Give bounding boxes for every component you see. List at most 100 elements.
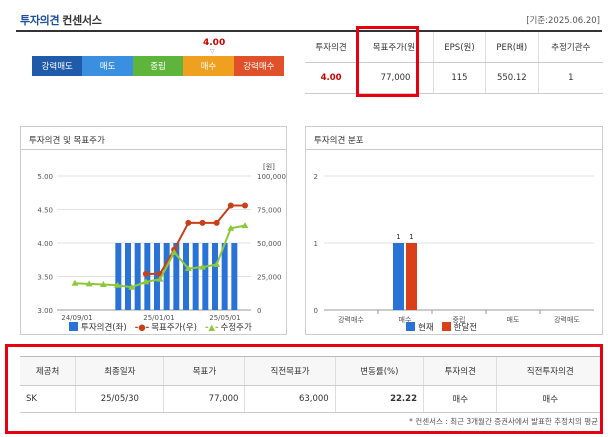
panel-divider [306, 149, 602, 150]
col-target-price: 목표주가(원) [357, 32, 434, 63]
y-tick: 1 [314, 240, 318, 248]
y-tick: 2 [314, 173, 318, 181]
x-tick: 강력매도 [554, 315, 580, 324]
panel-title: 투자의견 및 목표주가 [29, 136, 105, 146]
opinion-bar [163, 243, 170, 310]
cell-opinion: 매수 [422, 385, 497, 413]
opinion-bar [144, 243, 151, 310]
val-eps: 115 [433, 62, 486, 94]
opinion-bar [134, 243, 141, 310]
distribution-bar [406, 243, 417, 310]
y-right-tick: 75,000 [257, 207, 282, 215]
header-divider [16, 30, 602, 32]
legend-adjusted: -▲- 수정주가 [204, 323, 252, 333]
adjusted-price-point [128, 283, 136, 290]
x-tick: 강력매수 [338, 315, 364, 324]
adjusted-price-point [156, 275, 164, 282]
opinion-bar [125, 243, 131, 310]
cell-last-date: 25/05/30 [75, 385, 164, 413]
chart1-legend: 투자의견(좌) -●- 목표주가(우) -▲- 수정주가 [69, 321, 252, 333]
consensus-score: 4.00 [203, 38, 226, 48]
opinion-scale: 강력매도 매도 중립 매수 강력매수 [32, 56, 285, 76]
target-price-point [242, 202, 248, 209]
col-opinion: 투자의견 [422, 356, 497, 386]
title-main: 투자의견 [20, 14, 60, 27]
adjusted-price-point [199, 263, 206, 270]
x-tick: 25/05/01 [209, 314, 240, 322]
scale-sell: 매도 [82, 56, 133, 76]
opinion-bar [183, 243, 189, 310]
scale-buy: 매수 [183, 56, 234, 76]
x-tick: 매수 [399, 316, 412, 324]
legend-label: 한달전 [453, 323, 478, 333]
adjusted-price-point [71, 279, 79, 286]
col-institutions: 추정기관수 [537, 32, 603, 63]
summary-table: 투자의견 목표주가(원) EPS(원) PER(배) 추정기관수 4.00 77… [305, 32, 603, 94]
target-price-point [142, 270, 149, 277]
footnote: * 컨센서스 : 최근 3개월간 증권사에서 발표한 추정치의 평균 [409, 417, 598, 426]
scale-neutral: 중립 [132, 56, 184, 76]
y-right-tick: 25,000 [257, 274, 282, 282]
opinion-bar [173, 243, 180, 310]
summary-header-row: 투자의견 목표주가(원) EPS(원) PER(배) 추정기관수 [305, 32, 603, 63]
legend-label: 투자의견(좌) [81, 323, 127, 333]
opinion-bar [115, 243, 122, 310]
summary-value-row: 4.00 77,000 115 550.12 1 [305, 62, 603, 94]
x-tick: 중립 [453, 316, 466, 324]
legend-current: 현재 [406, 321, 434, 333]
chart1-unit-label: [원] [263, 162, 275, 171]
adjusted-price-point [170, 248, 178, 255]
bar-data-label: 1 [409, 233, 413, 241]
target-price-point [185, 219, 192, 226]
bar-data-label: 1 [396, 233, 400, 241]
score-arrow-icon: ▽ [210, 48, 215, 55]
opinion-distribution-panel: 투자의견 분포 2 1 0 강력매수 매수 1 1 중립 매도 강력매도 현재 한달전 [305, 126, 603, 335]
opinion-bar [221, 243, 228, 310]
y-left-tick: 5.00 [37, 173, 53, 181]
val-target-price: 77,000 [357, 62, 434, 94]
adjusted-price-point [142, 278, 150, 285]
cell-provider: SK [20, 385, 76, 413]
opinion-bar [231, 243, 238, 310]
val-opinion: 4.00 [305, 62, 358, 94]
target-price-line [145, 204, 245, 275]
adjusted-price-point [85, 280, 93, 287]
scale-label: 중립 [150, 62, 166, 72]
adjusted-price-point [114, 281, 121, 288]
col-last-date: 최종일자 [75, 356, 164, 386]
cell-target: 77,000 [163, 385, 245, 413]
y-left-tick: 4.50 [37, 207, 53, 215]
col-per: PER(배) [484, 32, 539, 63]
col-eps: EPS(원) [433, 32, 486, 63]
legend-label: 수정주가 [220, 323, 252, 333]
distribution-bar [393, 243, 404, 310]
scale-label: 매수 [200, 62, 217, 72]
legend-target: -●- 목표주가(우) [134, 323, 197, 333]
cell-prev-target: 63,000 [244, 385, 336, 413]
opinion-bar [192, 243, 199, 310]
adjusted-price-point [184, 264, 192, 271]
scale-label: 강력매수 [243, 62, 275, 72]
provider-detail-table: 제공처 최종일자 목표가 직전목표가 변동률(%) 투자의견 직전투자의견 SK… [20, 356, 603, 413]
base-date: [기준:2025.06.20] [526, 16, 600, 26]
col-prev-opinion: 직전투자의견 [496, 356, 603, 386]
y-right-tick: 100,000 [257, 173, 286, 181]
opinion-bar [212, 243, 218, 310]
cell-prev-opinion: 매수 [496, 385, 603, 413]
y-left-tick: 4.00 [37, 240, 53, 248]
detail-header-row: 제공처 최종일자 목표가 직전목표가 변동률(%) 투자의견 직전투자의견 [20, 356, 603, 386]
highlight-box-detail-table [5, 344, 603, 434]
legend-label: 목표주가(우) [151, 323, 197, 333]
val-institutions: 1 [537, 62, 603, 94]
y-right-tick: 0 [257, 307, 261, 315]
target-price-point [199, 219, 206, 226]
col-target: 목표가 [163, 356, 245, 386]
adjusted-price-point [241, 222, 249, 229]
col-opinion: 투자의견 [305, 32, 358, 63]
opinion-bar [154, 243, 160, 310]
y-right-tick: 50,000 [257, 240, 282, 248]
col-provider: 제공처 [20, 356, 76, 386]
y-tick: 0 [314, 307, 318, 315]
page-title: 투자의견 컨센서스 [20, 12, 102, 28]
panel-divider [21, 149, 286, 150]
